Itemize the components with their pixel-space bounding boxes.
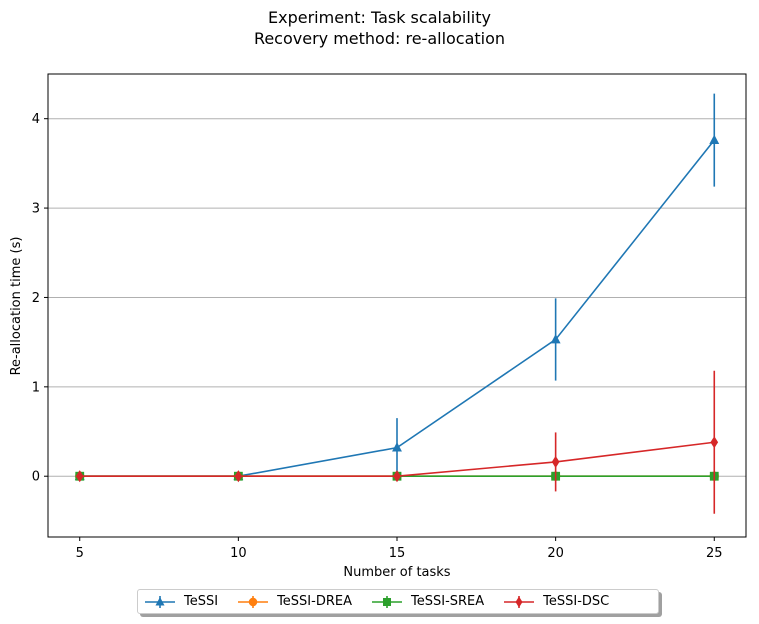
legend-item-tessi-drea: TeSSI-DREA [237,594,352,609]
legend-item-tessi-dsc: TeSSI-DSC [503,594,609,609]
y-tick-label: 1 [32,380,40,395]
legend-swatch-tessi-srea [372,595,402,608]
legend: TeSSI TeSSI-DREA TeSSI-SREA TeSSI-DSC [137,589,659,614]
x-tick-label: 15 [389,546,406,561]
x-tick-label: 5 [76,546,84,561]
x-tick-label: 25 [706,546,723,561]
legend-item-tessi-srea: TeSSI-SREA [371,594,484,609]
data-point-tessi-dsc [710,436,719,449]
series-tessi-dsc [75,370,719,514]
y-tick-label: 0 [32,470,40,485]
data-point-tessi [709,134,720,144]
chart-plot: 0 1 2 3 4 5 10 15 20 25 Number of tasks Re-alloca… [9,73,747,580]
data-point-tessi-dsc [75,470,84,483]
chart-title: Experiment: Task scalability [268,8,491,27]
data-point-tessi-dsc [393,470,401,483]
x-tick-label: 10 [230,546,247,561]
data-point-tessi-dsc [551,455,560,468]
legend-marker [155,596,165,605]
x-tick-label: 20 [547,546,564,561]
y-tick-label: 2 [32,291,40,306]
data-point-tessi [392,442,402,452]
data-point-tessi-dsc [234,470,243,483]
legend-marker [383,597,391,606]
legend-item-tessi: TeSSI [144,594,218,609]
y-tick-label: 3 [32,202,40,217]
legend-label: TeSSI-DSC [543,594,610,609]
legend-label: TeSSI-DREA [277,594,352,609]
legend-swatch-tessi [145,595,175,608]
chart-subtitle: Recovery method: re-allocation [253,29,506,48]
legend-marker [248,597,258,606]
legend-swatch-tessi-dsc [504,595,535,608]
legend-marker [515,596,523,607]
legend-label: TeSSI [184,594,219,609]
y-tick-label: 4 [32,112,40,127]
data-point-tessi [550,333,561,344]
legend-label: TeSSI-SREA [411,594,485,609]
y-axis-label: Re-allocation time (s) [9,237,24,376]
legend-swatch-tessi-drea [238,595,269,608]
series-tessi [74,93,720,481]
x-axis-label: Number of tasks [343,565,450,580]
